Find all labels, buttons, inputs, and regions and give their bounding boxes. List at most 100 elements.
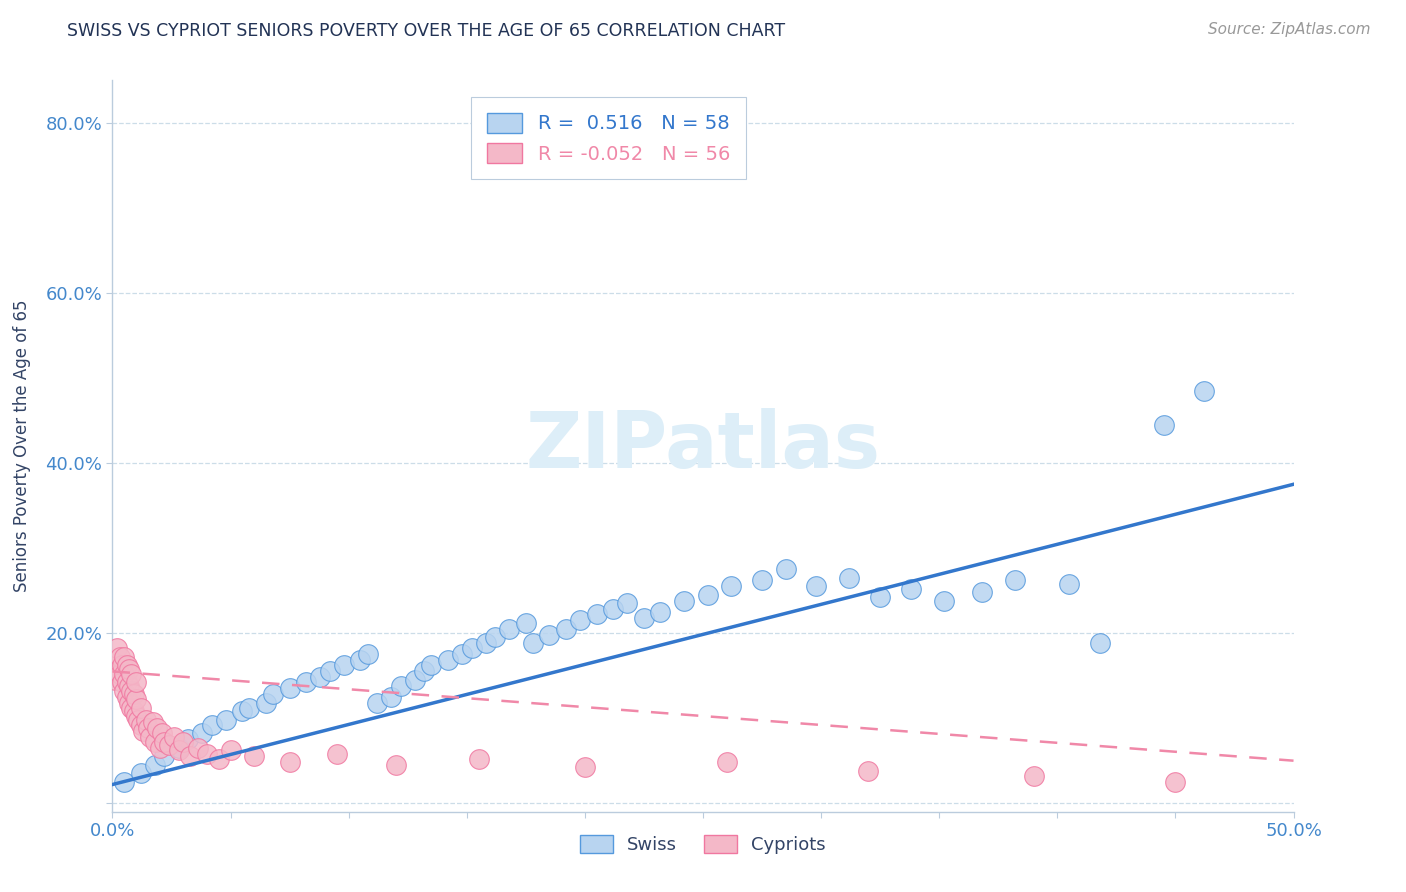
Point (149, 740, 172, 755)
Point (380, 690, 402, 704)
Point (108, 667, 131, 681)
Point (118, 679, 141, 693)
Point (122, 687, 145, 701)
Point (219, 743, 242, 757)
Point (806, 579, 828, 593)
Point (120, 684, 142, 698)
Point (167, 740, 190, 755)
Point (115, 658, 138, 673)
Point (127, 713, 149, 727)
Point (720, 579, 742, 593)
Point (858, 764, 880, 778)
Point (129, 701, 152, 715)
Point (309, 670, 332, 684)
Point (319, 665, 342, 679)
Point (231, 704, 253, 718)
Point (278, 756, 301, 770)
Text: ZIPatlas: ZIPatlas (526, 408, 880, 484)
Point (451, 648, 474, 662)
Point (420, 658, 443, 673)
Point (118, 696, 141, 710)
Point (136, 722, 159, 736)
Point (869, 591, 891, 605)
Point (111, 675, 134, 690)
Point (143, 758, 166, 772)
Point (115, 690, 138, 704)
Point (751, 574, 773, 588)
Point (111, 658, 134, 673)
Point (616, 596, 638, 610)
Point (498, 622, 520, 636)
Point (1004, 574, 1026, 588)
Point (215, 713, 238, 727)
Point (555, 622, 578, 636)
Point (254, 696, 277, 710)
Point (467, 752, 489, 766)
Point (295, 675, 318, 690)
Point (143, 735, 166, 749)
Point (125, 675, 148, 690)
Point (104, 673, 127, 687)
Point (326, 747, 349, 761)
Point (108, 649, 131, 664)
Point (201, 718, 224, 732)
Point (142, 715, 165, 730)
Point (139, 730, 162, 744)
Point (460, 641, 482, 656)
Point (129, 766, 152, 780)
Point (716, 756, 738, 770)
Point (602, 602, 624, 616)
Point (437, 653, 460, 667)
Point (135, 713, 157, 727)
Point (1022, 769, 1045, 783)
Point (515, 615, 537, 630)
Point (262, 687, 284, 701)
Point (650, 605, 672, 619)
Point (105, 656, 128, 670)
Point (484, 631, 506, 645)
Point (105, 641, 128, 656)
Point (153, 749, 176, 764)
Point (970, 585, 993, 599)
Point (838, 571, 860, 585)
Point (633, 611, 655, 625)
Point (1153, 417, 1175, 432)
Point (125, 692, 148, 706)
Point (569, 613, 592, 627)
Point (238, 701, 260, 715)
Y-axis label: Seniors Poverty Over the Age of 65: Seniors Poverty Over the Age of 65 (13, 300, 31, 592)
Point (186, 740, 208, 755)
Point (243, 749, 266, 764)
Point (1057, 576, 1080, 591)
Point (112, 684, 135, 698)
Point (120, 701, 142, 715)
Point (195, 747, 218, 761)
Point (673, 594, 696, 608)
Legend: Swiss, Cypriots: Swiss, Cypriots (574, 828, 832, 861)
Point (153, 735, 176, 749)
Point (150, 726, 173, 740)
Point (172, 735, 194, 749)
Point (932, 594, 955, 608)
Point (191, 726, 214, 740)
Point (278, 681, 301, 696)
Point (538, 628, 561, 642)
Point (167, 743, 190, 757)
Text: Source: ZipAtlas.com: Source: ZipAtlas.com (1208, 22, 1371, 37)
Text: SWISS VS CYPRIOT SENIORS POVERTY OVER THE AGE OF 65 CORRELATION CHART: SWISS VS CYPRIOT SENIORS POVERTY OVER TH… (67, 22, 786, 40)
Point (1164, 775, 1187, 789)
Point (349, 653, 371, 667)
Point (574, 760, 596, 774)
Point (208, 752, 231, 766)
Point (118, 662, 141, 676)
Point (112, 649, 135, 664)
Point (522, 636, 544, 650)
Point (474, 636, 496, 650)
Point (404, 673, 426, 687)
Point (146, 722, 169, 736)
Point (179, 749, 201, 764)
Point (389, 679, 412, 693)
Point (163, 730, 186, 744)
Point (120, 667, 142, 681)
Point (112, 667, 135, 681)
